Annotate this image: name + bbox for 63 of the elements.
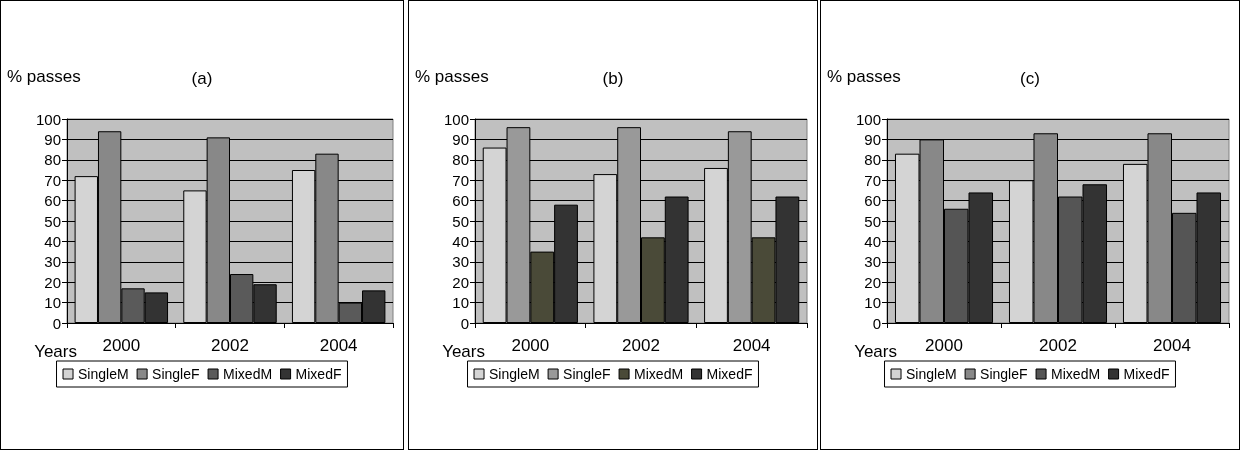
legend-label: MixedM bbox=[1051, 366, 1101, 382]
y-tick-label: 70 bbox=[864, 171, 881, 189]
legend-label: SingleM bbox=[78, 366, 129, 382]
legend-label: MixedM bbox=[223, 366, 273, 382]
y-tick-label: 30 bbox=[452, 253, 469, 271]
y-tick-label: 100 bbox=[35, 110, 61, 128]
x-axis-title: Years bbox=[442, 342, 485, 361]
legend-label: SingleM bbox=[906, 366, 957, 382]
y-tick-label: 100 bbox=[855, 110, 881, 128]
y-tick-label: 0 bbox=[460, 314, 469, 332]
x-axis-title: Years bbox=[34, 342, 77, 361]
y-tick-label: 40 bbox=[44, 232, 61, 250]
y-tick-label: 10 bbox=[44, 294, 61, 312]
y-axis-title: % passes bbox=[415, 67, 489, 86]
y-tick-label: 10 bbox=[452, 294, 469, 312]
y-tick-label: 50 bbox=[864, 212, 881, 230]
y-tick-label: 80 bbox=[864, 151, 881, 169]
x-tick-label: 2004 bbox=[1153, 336, 1191, 355]
y-tick-label: 20 bbox=[452, 273, 469, 291]
x-tick-label: 2002 bbox=[1039, 336, 1077, 355]
y-tick-label: 0 bbox=[872, 314, 881, 332]
legend-label: SingleM bbox=[489, 366, 540, 382]
y-tick-label: 90 bbox=[452, 130, 469, 148]
x-axis-title: Years bbox=[854, 342, 897, 361]
y-tick-label: 60 bbox=[452, 192, 469, 210]
y-tick-label: 0 bbox=[52, 314, 61, 332]
y-tick-label: 20 bbox=[864, 273, 881, 291]
y-tick-label: 30 bbox=[864, 253, 881, 271]
chart-title: (b) bbox=[602, 69, 624, 88]
y-tick-label: 70 bbox=[452, 171, 469, 189]
x-tick-label: 2004 bbox=[319, 336, 358, 355]
legend-label: SingleF bbox=[152, 366, 200, 382]
legend-label: SingleF bbox=[563, 366, 611, 382]
y-tick-label: 50 bbox=[452, 212, 469, 230]
y-tick-label: 90 bbox=[44, 130, 61, 148]
x-tick-label: 2002 bbox=[622, 336, 660, 355]
y-tick-label: 60 bbox=[44, 192, 61, 210]
x-tick-label: 2000 bbox=[925, 336, 963, 355]
y-tick-label: 20 bbox=[44, 273, 61, 291]
y-tick-label: 90 bbox=[864, 130, 881, 148]
y-tick-label: 30 bbox=[44, 253, 61, 271]
y-tick-label: 100 bbox=[443, 110, 469, 128]
legend-label: MixedF bbox=[295, 366, 342, 382]
x-tick-label: 2004 bbox=[732, 336, 771, 355]
y-tick-label: 80 bbox=[452, 151, 469, 169]
legend-label: MixedF bbox=[1123, 366, 1170, 382]
chart-title: (a) bbox=[191, 69, 213, 88]
y-tick-label: 70 bbox=[44, 171, 61, 189]
y-tick-label: 10 bbox=[864, 294, 881, 312]
y-tick-label: 40 bbox=[452, 232, 469, 250]
x-tick-label: 2002 bbox=[211, 336, 249, 355]
y-axis-title: % passes bbox=[7, 67, 81, 86]
x-tick-label: 2000 bbox=[511, 336, 550, 355]
y-tick-label: 40 bbox=[864, 232, 881, 250]
legend-label: MixedM bbox=[634, 366, 684, 382]
y-tick-label: 50 bbox=[44, 212, 61, 230]
y-axis-title: % passes bbox=[827, 67, 901, 86]
y-tick-label: 80 bbox=[44, 151, 61, 169]
y-tick-label: 60 bbox=[864, 192, 881, 210]
x-tick-label: 2000 bbox=[102, 336, 141, 355]
legend-label: MixedF bbox=[706, 366, 753, 382]
legend-label: SingleF bbox=[980, 366, 1028, 382]
chart-title: (c) bbox=[1020, 69, 1040, 88]
